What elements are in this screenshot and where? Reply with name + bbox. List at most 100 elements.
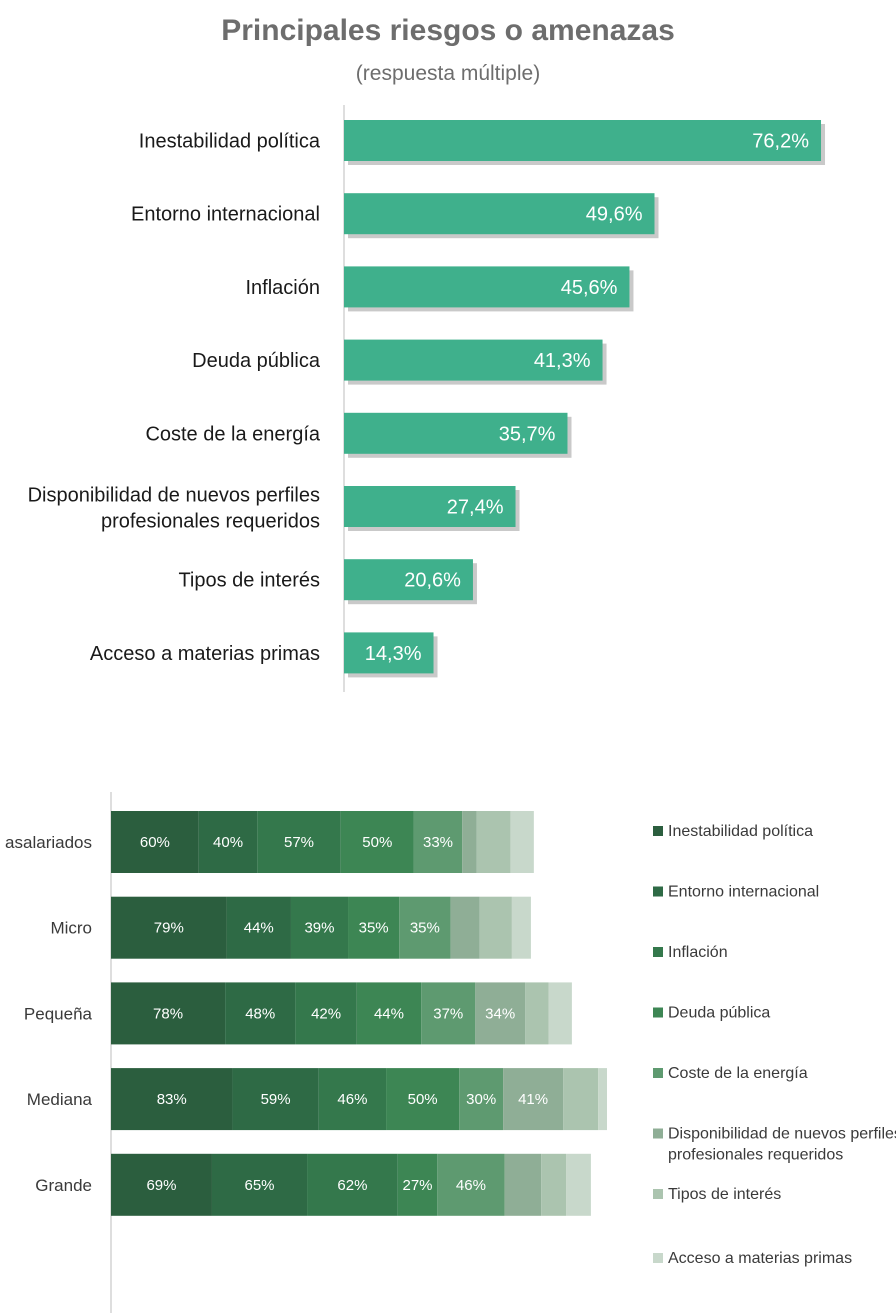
stacked-segment	[111, 982, 226, 1045]
stacked-segment	[225, 982, 296, 1045]
segment-label: 79%	[154, 920, 184, 937]
bar	[344, 120, 822, 161]
legend-swatch	[653, 1068, 663, 1078]
category-label: Tipos de interés	[178, 570, 320, 592]
stacked-segment	[511, 896, 531, 959]
stacked-segment	[198, 811, 258, 873]
data-label: 27,4%	[447, 497, 504, 519]
segment-label: 35%	[410, 920, 440, 937]
legend-swatch	[653, 886, 663, 897]
bar	[344, 339, 603, 381]
segment-label: 34%	[485, 1005, 515, 1022]
data-label: 41,3%	[534, 350, 591, 372]
stacked-segment	[479, 896, 512, 959]
stacked-segment	[307, 1153, 398, 1216]
chart-subtitle: (respuesta múltiple)	[355, 62, 541, 85]
stacked-segment	[295, 982, 357, 1045]
stacked-segment	[598, 1068, 607, 1131]
stacked-segment	[563, 1068, 599, 1131]
stacked-segment	[413, 811, 463, 873]
data-label: 20,6%	[404, 570, 461, 592]
segment-label: 57%	[284, 834, 314, 851]
bar	[344, 412, 568, 454]
segment-label: 35%	[359, 920, 389, 937]
segment-label: 50%	[362, 834, 392, 851]
stacked-segment	[397, 1153, 438, 1216]
segment-label: 62%	[337, 1177, 367, 1194]
data-label: 35,7%	[499, 423, 556, 445]
stacked-segment	[421, 982, 476, 1045]
stacked-segment	[111, 896, 227, 959]
category-label: Inflación	[246, 277, 321, 299]
segment-label: 39%	[304, 920, 334, 937]
legend-label: Disponibilidad de nuevos perfiles	[668, 1126, 896, 1143]
category-label: Coste de la energía	[145, 423, 320, 445]
category-label: profesionales requeridos	[101, 511, 320, 533]
segment-label: 46%	[337, 1091, 367, 1108]
stacked-segment	[504, 1153, 542, 1216]
segment-label: 42%	[311, 1005, 341, 1022]
bar	[344, 559, 473, 601]
legend-swatch	[653, 1253, 663, 1263]
segment-label: 48%	[245, 1005, 275, 1022]
segment-label: 44%	[244, 920, 274, 937]
stacked-segment	[566, 1153, 591, 1216]
data-label: 14,3%	[365, 643, 422, 665]
category-label: Deuda pública	[192, 350, 321, 372]
segment-label: 69%	[146, 1177, 176, 1194]
segment-label: 60%	[140, 834, 170, 851]
stacked-segment	[437, 1153, 505, 1216]
stacked-segment	[111, 1153, 212, 1216]
data-label: 45,6%	[561, 277, 618, 299]
segment-label: 40%	[213, 834, 243, 851]
legend-swatch	[653, 1189, 663, 1199]
legend-swatch	[653, 826, 663, 836]
stacked-segment	[111, 811, 199, 873]
legend-label: Acceso a materias primas	[668, 1250, 852, 1267]
stacked-segment	[548, 982, 572, 1045]
segment-label: 44%	[374, 1005, 404, 1022]
row-label: Pequeña	[24, 1004, 93, 1023]
row-label: Mediana	[27, 1090, 93, 1109]
stacked-segment	[476, 811, 511, 873]
stacked-segment	[226, 896, 291, 959]
risks-bar-chart: 76,2% Inestabilidad política 49,6% Entorno …	[28, 105, 826, 692]
stacked-segment	[462, 811, 477, 873]
stacked-segment	[503, 1068, 564, 1131]
stacked-segment	[510, 811, 534, 873]
legend-label: Tipos de interés	[668, 1186, 781, 1203]
row-label: asalariados	[5, 833, 92, 852]
segment-label: 83%	[157, 1091, 187, 1108]
category-label: Acceso a materias primas	[90, 643, 320, 665]
bar	[344, 193, 655, 235]
data-label: 76,2%	[752, 131, 809, 153]
legend-label: Entorno internacional	[668, 884, 819, 901]
segment-label: 65%	[244, 1177, 274, 1194]
legend-label: profesionales requeridos	[668, 1147, 843, 1164]
row-label: Grande	[35, 1176, 92, 1195]
legend-swatch	[653, 1007, 663, 1018]
legend-label: Inflación	[668, 944, 728, 961]
row-label: Micro	[50, 919, 92, 938]
legend-label: Coste de la energía	[668, 1065, 808, 1082]
stacked-segment	[340, 811, 414, 873]
bar	[344, 486, 516, 527]
stacked-segment	[111, 1068, 233, 1131]
segment-label: 78%	[153, 1005, 183, 1022]
stacked-segment	[450, 896, 480, 959]
stacked-segment	[541, 1153, 567, 1216]
legend-label: Inestabilidad política	[668, 823, 813, 840]
stacked-segment	[290, 896, 349, 959]
segment-label: 37%	[433, 1005, 463, 1022]
legend-label: Deuda pública	[668, 1005, 770, 1022]
stacked-segment	[257, 811, 341, 873]
stacked-segment	[386, 1068, 460, 1131]
stacked-segment	[475, 982, 526, 1045]
segment-label: 50%	[408, 1091, 438, 1108]
data-label: 49,6%	[586, 204, 643, 226]
bar	[344, 632, 434, 674]
stacked-segment	[356, 982, 422, 1045]
segment-label: 27%	[403, 1177, 433, 1194]
legend-swatch	[653, 947, 663, 957]
stacked-segment	[232, 1068, 319, 1131]
